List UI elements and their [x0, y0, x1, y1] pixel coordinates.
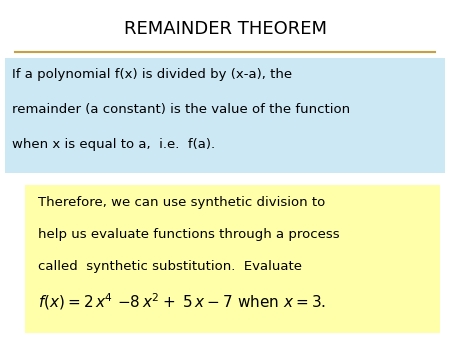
Text: If a polynomial f(x) is divided by (x-a), the: If a polynomial f(x) is divided by (x-a)… — [12, 68, 292, 81]
FancyBboxPatch shape — [5, 58, 445, 173]
Text: remainder (a constant) is the value of the function: remainder (a constant) is the value of t… — [12, 103, 350, 116]
Text: Therefore, we can use synthetic division to: Therefore, we can use synthetic division… — [38, 196, 325, 209]
Text: help us evaluate functions through a process: help us evaluate functions through a pro… — [38, 228, 340, 241]
Text: called  synthetic substitution.  Evaluate: called synthetic substitution. Evaluate — [38, 260, 302, 273]
Text: when x is equal to a,  i.e.  f(a).: when x is equal to a, i.e. f(a). — [12, 138, 215, 151]
Text: $\mathit{f}(\mathit{x}) = 2\,\mathit{x}^4\ {-}8\,\mathit{x}^2 +\ 5\,\mathit{x} -: $\mathit{f}(\mathit{x}) = 2\,\mathit{x}^… — [38, 291, 326, 312]
FancyBboxPatch shape — [25, 185, 440, 333]
Text: REMAINDER THEOREM: REMAINDER THEOREM — [123, 20, 327, 38]
